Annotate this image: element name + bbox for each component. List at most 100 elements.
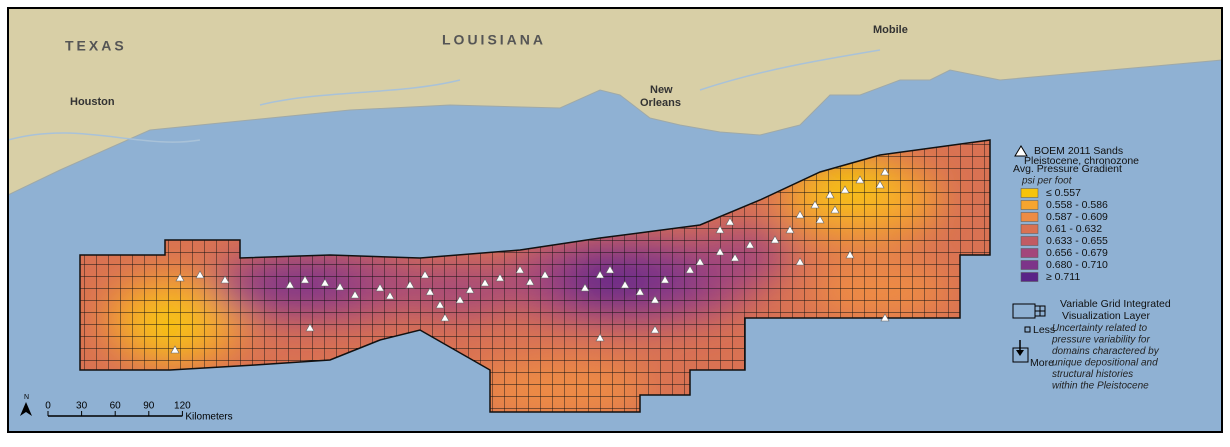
sand-point — [375, 283, 385, 292]
legend-swatch — [1020, 248, 1039, 258]
sand-point — [620, 280, 630, 289]
state-label: TEXAS — [65, 38, 127, 54]
city-label: Houston — [70, 96, 115, 108]
legend-text: BOEM 2011 Sands — [1034, 145, 1123, 157]
sand-point — [635, 287, 645, 296]
sand-point — [855, 175, 865, 184]
scale-label: 60 — [110, 401, 122, 412]
legend-swatch — [1020, 260, 1039, 270]
sand-point — [425, 287, 435, 296]
legend-label: 0.633 - 0.655 — [1046, 235, 1108, 247]
sand-point — [515, 265, 525, 274]
grid-more — [1012, 347, 1029, 363]
frame — [7, 7, 1223, 433]
sand-point — [715, 225, 725, 234]
sand-point — [320, 278, 330, 287]
sand-point — [825, 190, 835, 199]
legend-text: More — [1030, 357, 1054, 369]
sand-point — [455, 295, 465, 304]
legend-swatch — [1020, 212, 1039, 222]
legend-label: 0.656 - 0.679 — [1046, 247, 1108, 259]
legend-label: ≥ 0.711 — [1046, 271, 1080, 283]
sand-point — [195, 270, 205, 279]
legend-unit: psi per foot — [1021, 176, 1073, 187]
north-arrow — [20, 402, 32, 416]
sand-point — [725, 217, 735, 226]
legend-label: 0.587 - 0.609 — [1046, 211, 1108, 223]
legend-text: Pleistocene, chronozone — [1024, 155, 1139, 167]
sand-point — [220, 275, 230, 284]
sand-point — [785, 225, 795, 234]
legend-swatch — [1020, 200, 1039, 210]
sand-point — [650, 295, 660, 304]
arrow-head — [1016, 350, 1024, 356]
legend-point-symbol — [1014, 145, 1028, 157]
sand-point — [580, 283, 590, 292]
sand-point — [595, 333, 605, 342]
north-label: N — [24, 394, 29, 401]
sand-point — [840, 185, 850, 194]
sand-point — [880, 313, 890, 322]
legend-note: Uncertainty related to pressure variabili… — [1051, 323, 1160, 392]
sand-point — [650, 325, 660, 334]
sand-point — [385, 291, 395, 300]
sand-point — [715, 247, 725, 256]
city-label: New — [650, 84, 673, 96]
sand-point — [405, 280, 415, 289]
sand-point — [170, 345, 180, 354]
sand-point — [350, 290, 360, 299]
sand-point — [695, 257, 705, 266]
scale-label: 90 — [143, 401, 155, 412]
sand-point — [465, 285, 475, 294]
legend-label: 0.680 - 0.710 — [1046, 259, 1108, 271]
sand-point — [595, 270, 605, 279]
sand-point — [730, 253, 740, 262]
sand-point — [875, 180, 885, 189]
sand-point — [285, 280, 295, 289]
sand-point — [300, 275, 310, 284]
scale-label: 30 — [76, 401, 88, 412]
city-label: Orleans — [640, 97, 681, 109]
sand-point — [420, 270, 430, 279]
legend-swatch — [1020, 236, 1039, 246]
legend-swatch — [1020, 188, 1039, 198]
legend-label: ≤ 0.557 — [1046, 187, 1081, 199]
legend-text: Variable Grid Integrated Visualization La… — [1060, 298, 1171, 322]
sand-point — [305, 323, 315, 332]
sand-point — [435, 300, 445, 309]
sand-point — [440, 313, 450, 322]
legend-swatch — [1020, 224, 1039, 234]
sand-point — [605, 265, 615, 274]
sand-point — [795, 210, 805, 219]
legend-swatch — [1020, 272, 1039, 282]
sand-point — [845, 250, 855, 259]
sand-point — [480, 278, 490, 287]
scale-label: 120 — [174, 401, 191, 412]
scale-label: 0 — [45, 401, 51, 412]
legend-label: 0.558 - 0.586 — [1046, 199, 1108, 211]
city-label: Mobile — [873, 24, 908, 36]
sand-point — [175, 273, 185, 282]
sand-point — [810, 200, 820, 209]
land — [7, 7, 1223, 196]
grid-less — [1024, 326, 1031, 333]
sand-point — [815, 215, 825, 224]
legend-label: 0.61 - 0.632 — [1046, 223, 1102, 235]
rivers — [7, 49, 881, 143]
legend-title: Avg. Pressure Gradient — [1013, 163, 1122, 175]
state-label: LOUISIANA — [442, 32, 546, 48]
legend-text: Less — [1033, 324, 1055, 336]
scale-unit: Kilometers — [185, 412, 232, 423]
sand-point — [685, 265, 695, 274]
sand-point — [830, 205, 840, 214]
sand-point — [795, 257, 805, 266]
sand-point — [495, 273, 505, 282]
sand-point — [660, 275, 670, 284]
sand-point — [770, 235, 780, 244]
sand-point — [525, 277, 535, 286]
sand-point — [335, 282, 345, 291]
sand-point — [540, 270, 550, 279]
sand-point — [880, 167, 890, 176]
sand-points — [170, 167, 890, 354]
